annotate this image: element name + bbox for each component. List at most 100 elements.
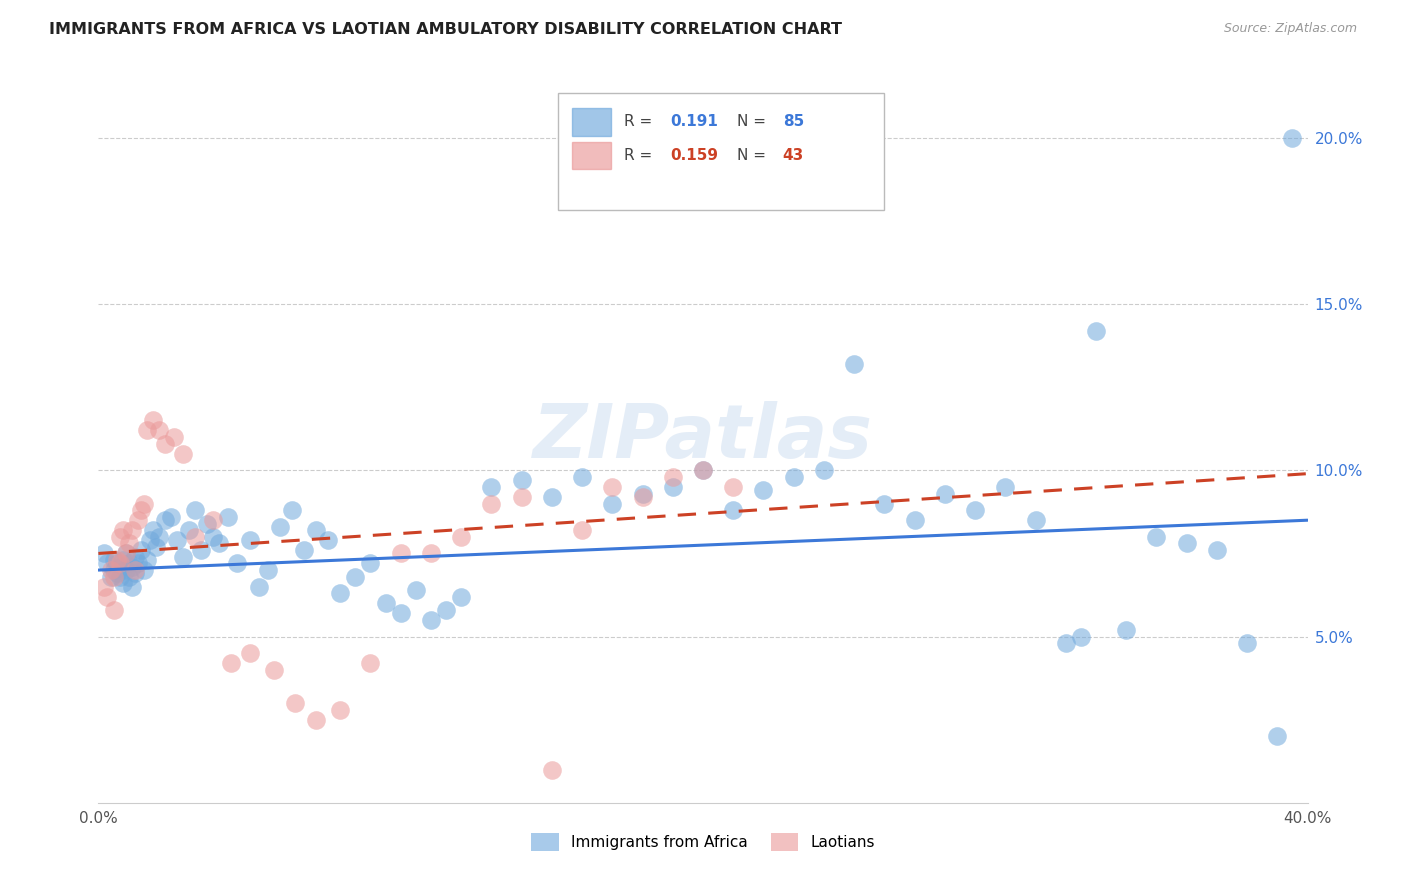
Immigrants from Africa — [118, 570, 141, 584]
Laotians — [93, 580, 115, 594]
Laotians — [284, 696, 307, 710]
Immigrants from Africa — [184, 503, 207, 517]
Laotians — [221, 656, 243, 670]
Legend: Immigrants from Africa, Laotians: Immigrants from Africa, Laotians — [524, 827, 882, 857]
Laotians — [96, 590, 118, 604]
Immigrants from Africa — [124, 549, 146, 564]
Laotians — [124, 563, 146, 577]
Immigrants from Africa — [292, 543, 315, 558]
Immigrants from Africa — [114, 546, 136, 560]
Laotians — [723, 480, 745, 494]
Immigrants from Africa — [1115, 623, 1137, 637]
Immigrants from Africa — [1175, 536, 1198, 550]
Laotians — [360, 656, 382, 670]
Immigrants from Africa — [571, 470, 593, 484]
Immigrants from Africa — [129, 543, 152, 558]
Immigrants from Africa — [172, 549, 194, 564]
Laotians — [540, 763, 562, 777]
FancyBboxPatch shape — [558, 94, 884, 211]
Laotians — [132, 497, 155, 511]
Immigrants from Africa — [208, 536, 231, 550]
Laotians — [602, 480, 624, 494]
Laotians — [108, 530, 131, 544]
Immigrants from Africa — [873, 497, 896, 511]
Laotians — [103, 603, 125, 617]
Text: 43: 43 — [783, 148, 804, 163]
Bar — [572, 142, 612, 169]
Immigrants from Africa — [93, 546, 115, 560]
Immigrants from Africa — [844, 357, 866, 371]
Laotians — [631, 490, 654, 504]
Immigrants from Africa — [166, 533, 188, 548]
Immigrants from Africa — [994, 480, 1017, 494]
Laotians — [108, 557, 131, 571]
Immigrants from Africa — [344, 570, 367, 584]
Laotians — [202, 513, 225, 527]
Immigrants from Africa — [217, 509, 239, 524]
Immigrants from Africa — [481, 480, 503, 494]
Laotians — [692, 463, 714, 477]
Laotians — [420, 546, 443, 560]
Immigrants from Africa — [752, 483, 775, 498]
Laotians — [121, 523, 143, 537]
Laotians — [239, 646, 262, 660]
Text: 0.191: 0.191 — [671, 114, 718, 129]
Text: N =: N = — [737, 148, 770, 163]
Immigrants from Africa — [121, 559, 143, 574]
Immigrants from Africa — [105, 566, 128, 581]
Immigrants from Africa — [360, 557, 382, 571]
Laotians — [481, 497, 503, 511]
Text: ZIPatlas: ZIPatlas — [533, 401, 873, 474]
Laotians — [100, 563, 122, 577]
Laotians — [184, 530, 207, 544]
Immigrants from Africa — [661, 480, 683, 494]
Immigrants from Africa — [139, 533, 162, 548]
Immigrants from Africa — [103, 563, 125, 577]
Laotians — [142, 413, 165, 427]
Immigrants from Africa — [132, 563, 155, 577]
Immigrants from Africa — [723, 503, 745, 517]
Immigrants from Africa — [783, 470, 806, 484]
Laotians — [118, 536, 141, 550]
Text: N =: N = — [737, 114, 770, 129]
Laotians — [263, 663, 285, 677]
Immigrants from Africa — [1144, 530, 1167, 544]
Laotians — [389, 546, 412, 560]
Text: 0.159: 0.159 — [671, 148, 718, 163]
Laotians — [129, 503, 152, 517]
Laotians — [135, 424, 157, 438]
Laotians — [450, 530, 472, 544]
Text: R =: R = — [624, 148, 658, 163]
Immigrants from Africa — [127, 557, 149, 571]
Laotians — [105, 553, 128, 567]
Immigrants from Africa — [153, 513, 176, 527]
Laotians — [571, 523, 593, 537]
Immigrants from Africa — [1206, 543, 1229, 558]
Immigrants from Africa — [145, 540, 167, 554]
Laotians — [127, 513, 149, 527]
Text: R =: R = — [624, 114, 658, 129]
Immigrants from Africa — [96, 557, 118, 571]
Immigrants from Africa — [602, 497, 624, 511]
Immigrants from Africa — [239, 533, 262, 548]
Immigrants from Africa — [121, 580, 143, 594]
Immigrants from Africa — [450, 590, 472, 604]
Immigrants from Africa — [202, 530, 225, 544]
Immigrants from Africa — [190, 543, 212, 558]
Text: IMMIGRANTS FROM AFRICA VS LAOTIAN AMBULATORY DISABILITY CORRELATION CHART: IMMIGRANTS FROM AFRICA VS LAOTIAN AMBULA… — [49, 22, 842, 37]
Immigrants from Africa — [108, 570, 131, 584]
Immigrants from Africa — [195, 516, 218, 531]
Immigrants from Africa — [934, 486, 956, 500]
Immigrants from Africa — [434, 603, 457, 617]
Text: Source: ZipAtlas.com: Source: ZipAtlas.com — [1223, 22, 1357, 36]
Immigrants from Africa — [124, 566, 146, 581]
Immigrants from Africa — [226, 557, 249, 571]
Immigrants from Africa — [389, 607, 412, 621]
Immigrants from Africa — [1267, 729, 1289, 743]
Laotians — [148, 424, 170, 438]
Laotians — [305, 713, 328, 727]
Immigrants from Africa — [316, 533, 339, 548]
Laotians — [153, 436, 176, 450]
Immigrants from Africa — [142, 523, 165, 537]
Immigrants from Africa — [965, 503, 987, 517]
